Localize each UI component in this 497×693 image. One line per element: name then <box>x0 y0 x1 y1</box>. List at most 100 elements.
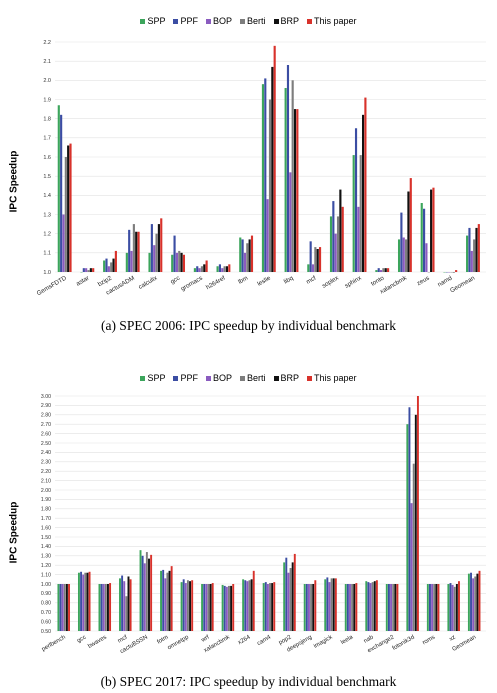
chart-b-bar <box>86 572 89 631</box>
chart-a-legend-item: This paper <box>307 16 357 26</box>
chart-a-plot: 1.0 1.1 1.2 1.3 1.4 1.5 1.6 1.7 1.8 1.9 2.0 2.1 2.2 G… <box>36 40 486 297</box>
chart-b-bar <box>387 584 390 631</box>
chart-a-bar <box>314 247 317 272</box>
chart-b-bar <box>310 584 313 631</box>
chart-a-bar <box>198 268 201 272</box>
chart-a-bar <box>92 268 95 272</box>
chart-a-bar <box>336 216 340 272</box>
chart-a-bar <box>248 239 251 272</box>
chart-a-bar <box>420 203 423 272</box>
chart-a-caption: (a) SPEC 2006: IPC speedup by individual… <box>100 318 397 333</box>
chart-b-bar <box>221 584 224 631</box>
chart-b-bar <box>390 584 393 631</box>
chart-a-x-tick-label: calculix <box>137 274 159 291</box>
chart-a-x-tick-label: soplex <box>321 274 341 289</box>
chart-a-bar <box>67 145 70 272</box>
chart-b-bar <box>353 584 356 631</box>
chart-a-bar <box>311 264 315 272</box>
chart-b-bar <box>145 552 148 631</box>
chart-b-bar <box>209 584 212 631</box>
chart-b-bar <box>63 584 66 631</box>
chart-a-bar <box>293 109 297 272</box>
chart-b-y-tick-label: 2.00 <box>41 488 51 494</box>
chart-a-x-tick-label: Geomean <box>449 274 477 294</box>
chart-a-bar <box>110 262 113 272</box>
chart-a-bar <box>377 268 380 272</box>
chart-a-bar <box>225 266 229 272</box>
chart-a-bar <box>357 206 360 272</box>
chart-b-legend-swatch <box>205 375 211 381</box>
chart-a-y-tick-label: 1.1 <box>43 251 51 257</box>
chart-a-bar <box>128 229 131 272</box>
chart-a-x-tick-label: gromacs <box>180 275 204 293</box>
chart-a-bar <box>241 239 244 272</box>
chart-a-bar <box>87 270 90 272</box>
chart-b-bar <box>426 584 429 631</box>
chart-b-bar <box>68 584 70 631</box>
chart-b-bar <box>139 550 142 631</box>
chart-a-bar <box>468 227 471 272</box>
chart-b-x-tick-label: fotonik3d <box>392 635 416 652</box>
chart-a-legend-swatch <box>140 18 146 24</box>
chart-b-bar <box>303 584 306 631</box>
chart-a-bar <box>339 189 342 272</box>
chart-b-bar <box>232 584 235 631</box>
chart-b-bar <box>203 584 206 631</box>
chart-b-bar <box>293 553 296 631</box>
chart-a-bar <box>112 258 115 272</box>
chart-a-bar <box>264 78 267 272</box>
chart-b-bar <box>264 582 267 631</box>
chart-b-legend-swatch <box>239 375 245 381</box>
chart-b-bar <box>449 583 452 631</box>
chart-b-legend-label: SPP <box>147 373 166 383</box>
chart-b-bar <box>57 584 60 631</box>
chart-a-bar <box>425 243 428 272</box>
chart-b-bar <box>88 571 91 631</box>
chart-a-bar <box>289 172 292 272</box>
chart-a-bar <box>223 266 226 272</box>
chart-a-bar <box>379 270 383 272</box>
chart-b-legend-item: PPF <box>173 373 198 383</box>
chart-a-x-tick-label: lbm <box>237 275 249 286</box>
chart-b-y-tick-label: 0.60 <box>41 619 51 625</box>
chart-a-bar <box>405 239 408 272</box>
chart-b-y-tick-label: 1.20 <box>41 563 51 569</box>
chart-b-bar <box>367 582 370 631</box>
chart-a-bar <box>82 268 85 272</box>
chart-b-bar <box>355 583 358 631</box>
chart-b-bar <box>223 585 226 631</box>
chart-b-y-tick-label: 2.70 <box>41 422 51 428</box>
chart-b-bar <box>429 584 431 631</box>
chart-b-x-tick-label: leela <box>340 634 355 646</box>
chart-a-y-tick-label: 1.9 <box>43 97 51 103</box>
chart-b-bar <box>371 582 374 631</box>
chart-b-y-tick-label: 0.50 <box>41 629 51 635</box>
chart-a-legend-label: Berti <box>246 16 266 26</box>
chart-b-bar <box>394 584 397 631</box>
chart-b-y-tick-label: 1.60 <box>41 525 51 531</box>
chart-b-legend-label: BRP <box>280 373 300 383</box>
chart-a-y-tick-label: 1.5 <box>43 174 51 180</box>
chart-a-bar <box>203 264 206 272</box>
chart-b-plot: 0.50 0.60 0.70 0.80 0.90 1.00 1.10 1.20 1.30 1.40… <box>41 394 486 655</box>
chart-a-bar <box>354 128 358 272</box>
chart-b-bar <box>77 572 80 631</box>
chart-a-bar <box>268 99 272 272</box>
chart-b-legend-label: This paper <box>314 373 357 383</box>
chart-a-bar <box>107 266 110 272</box>
chart-b-bar <box>65 584 68 631</box>
chart-a-bar <box>291 80 294 272</box>
chart-a-bar <box>318 247 322 272</box>
chart-b-bar <box>182 579 185 631</box>
chart-a-bar <box>477 224 480 272</box>
chart-b-bar <box>433 584 436 631</box>
chart-b-bar <box>435 584 438 631</box>
chart-b-bar <box>416 396 419 631</box>
chart-a-x-tick-label: libq <box>283 274 295 285</box>
chart-a-bar <box>196 266 199 272</box>
chart-b-bar <box>289 568 292 631</box>
chart-a-x-tick-label: sphinx <box>344 274 364 289</box>
chart-b-bar <box>129 579 132 631</box>
chart-b-bar <box>472 578 475 631</box>
chart-a-bar <box>85 268 88 272</box>
